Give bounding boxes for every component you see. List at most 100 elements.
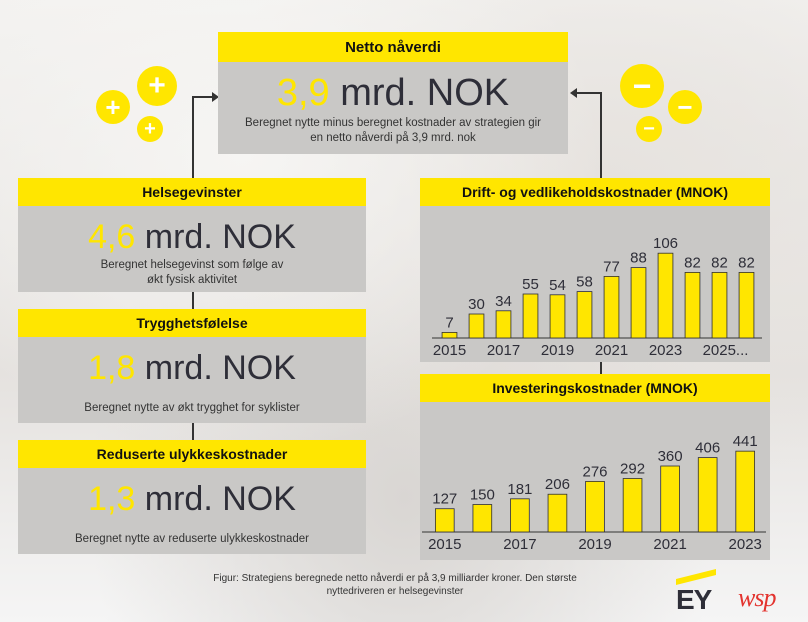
connector-left-helse-trygg <box>192 292 194 309</box>
trygghetsfolelse-box: Trygghetsfølelse 1,8 mrd. NOK Beregnet n… <box>18 309 366 423</box>
chart-tick-label: 2017 <box>487 342 520 359</box>
ulykke-title: Reduserte ulykkeskostnader <box>18 440 366 468</box>
chart-tick-label: 2023 <box>649 342 682 359</box>
ulykkeskostnader-box: Reduserte ulykkeskostnader 1,3 mrd. NOK … <box>18 440 366 554</box>
chart-data-label: 292 <box>620 460 645 477</box>
chart-data-label: 360 <box>658 448 683 465</box>
chart-bar <box>547 493 568 533</box>
chart-data-label: 406 <box>695 440 720 457</box>
chart-tick-label: 2021 <box>653 536 686 553</box>
chart-tick-label: 2023 <box>729 536 762 553</box>
chart-bar <box>697 457 718 533</box>
trygg-amount: 1,8 mrd. NOK <box>18 351 366 385</box>
minus-icon: − <box>620 64 664 108</box>
plus-icon: + <box>137 66 177 106</box>
helse-unit: mrd. NOK <box>135 218 296 256</box>
figure-caption: Figur: Strategiens beregnede netto nåver… <box>130 572 660 598</box>
chart-data-label: 88 <box>630 250 647 267</box>
trygg-unit: mrd. NOK <box>135 349 296 387</box>
trygg-description: Beregnet nytte av økt trygghet for sykli… <box>84 402 300 414</box>
ulykke-unit: mrd. NOK <box>135 480 296 518</box>
chart-bar <box>622 478 643 533</box>
caption-line2: nyttedriveren er helsegevinster <box>326 586 464 597</box>
chart-bar <box>576 291 593 339</box>
netto-description: Beregnet nytte minus beregnet kostnader … <box>245 117 541 144</box>
netto-naverdi-box: Netto nåverdi 3,9 mrd. NOK Beregnet nytt… <box>218 32 568 154</box>
helse-description-line1: Beregnet helsegevinst som følge av <box>100 259 284 271</box>
chart-bar <box>495 310 512 339</box>
ulykke-value: 1,3 <box>88 480 136 518</box>
chart-data-label: 77 <box>603 258 620 275</box>
chart-data-label: 206 <box>545 476 570 493</box>
trygg-value: 1,8 <box>88 349 136 387</box>
chart-data-label: 34 <box>495 293 512 310</box>
chart-data-label: 7 <box>445 314 453 331</box>
helse-value: 4,6 <box>88 218 136 256</box>
netto-value: 3,9 <box>276 72 330 114</box>
connector-left-horizontal <box>192 96 214 98</box>
plus-icon: + <box>137 116 163 142</box>
chart-bar <box>441 332 458 339</box>
chart-bar <box>434 508 455 533</box>
chart-bar <box>549 294 566 339</box>
chart-bar <box>468 313 485 339</box>
ey-logo: EY <box>676 584 712 615</box>
ulykke-description: Beregnet nytte av reduserte ulykkeskostn… <box>75 533 309 545</box>
chart-bar <box>657 252 674 339</box>
chart-tick-label: 2015 <box>433 342 466 359</box>
helse-description-line2: økt fysisk aktivitet <box>146 273 238 286</box>
chart-tick-label: 2019 <box>541 342 574 359</box>
chart-data-label: 106 <box>653 235 678 252</box>
chart-data-label: 82 <box>738 254 755 271</box>
chart-data-label: 82 <box>711 254 728 271</box>
connector-left-trygg-ulykke <box>192 423 194 440</box>
chart-data-label: 30 <box>468 296 485 313</box>
arrow-left-icon <box>570 88 577 98</box>
chart-data-label: 150 <box>470 487 495 504</box>
investering-chart: 127 150 181 206 276 292 360 406 441 2015 2017 2019 2… <box>422 433 766 553</box>
chart-tick-label: 2021 <box>595 342 628 359</box>
chart-bar <box>735 450 756 533</box>
chart-data-label: 127 <box>432 491 457 508</box>
chart-data-label: 441 <box>733 433 758 450</box>
chart-bar <box>472 504 493 533</box>
drift-chart: 7 30 34 55 54 58 77 88 106 82 82 82 2015 2017 2019 2021… <box>432 235 762 359</box>
netto-amount: 3,9 mrd. NOK <box>218 74 568 112</box>
minus-icon: − <box>668 90 702 124</box>
connector-left-vertical <box>192 96 194 178</box>
chart-bar <box>585 481 605 533</box>
chart-bar <box>510 498 530 533</box>
helse-title: Helsegevinster <box>18 178 366 206</box>
chart-data-label: 58 <box>576 274 593 291</box>
connector-right-vertical <box>600 92 602 178</box>
drift-chart-box: Drift- og vedlikeholdskostnader (MNOK) 7… <box>420 178 770 362</box>
wsp-logo: wsp <box>738 583 776 612</box>
chart-bar <box>684 272 701 339</box>
caption-line1: Figur: Strategiens beregnede netto nåver… <box>213 573 577 584</box>
chart-tick-label: 2015 <box>428 536 461 553</box>
chart-bar <box>660 465 680 533</box>
chart-bar <box>522 293 539 339</box>
chart-bar <box>738 272 755 339</box>
minus-icon: − <box>636 116 662 142</box>
helsegevinster-box: Helsegevinster 4,6 mrd. NOK Beregnet hel… <box>18 178 366 292</box>
drift-chart-title: Drift- og vedlikeholdskostnader (MNOK) <box>420 178 770 206</box>
plus-icon: + <box>96 90 130 124</box>
arrow-right-icon <box>212 92 219 102</box>
chart-bar <box>711 272 728 339</box>
netto-unit: mrd. NOK <box>329 72 510 114</box>
chart-tick-label: 2017 <box>503 536 536 553</box>
chart-bar <box>630 267 647 339</box>
trygg-title: Trygghetsfølelse <box>18 309 366 337</box>
chart-data-label: 54 <box>549 277 566 294</box>
helse-amount: 4,6 mrd. NOK <box>18 220 366 254</box>
chart-data-label: 276 <box>582 463 607 480</box>
investering-chart-box: Investeringskostnader (MNOK) 127 150 181 20… <box>420 374 770 560</box>
netto-title: Netto nåverdi <box>218 32 568 62</box>
chart-data-label: 82 <box>684 254 701 271</box>
chart-data-label: 55 <box>522 276 539 293</box>
ulykke-amount: 1,3 mrd. NOK <box>18 482 366 516</box>
connector-right-drift-inv <box>600 362 602 374</box>
connector-right-horizontal <box>576 92 602 94</box>
investering-chart-title: Investeringskostnader (MNOK) <box>420 374 770 402</box>
